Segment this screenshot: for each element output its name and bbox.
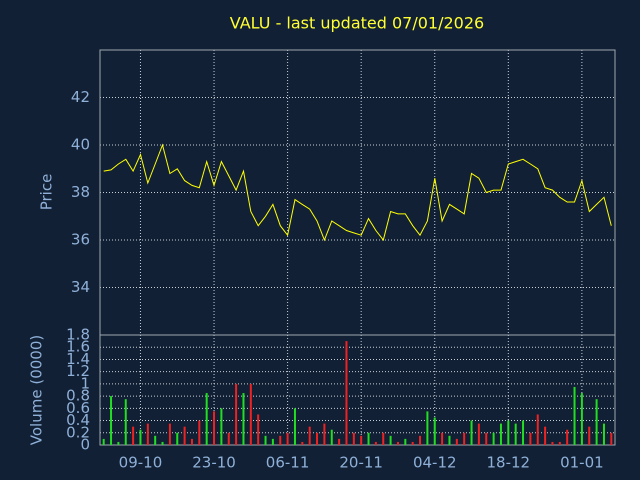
volume-bar — [301, 441, 304, 445]
volume-bar — [580, 393, 583, 445]
volume-bar — [161, 441, 164, 445]
y-tick-label: 40 — [71, 136, 90, 154]
volume-bar — [213, 411, 216, 445]
volume-bar — [117, 441, 120, 445]
volume-bar — [183, 426, 186, 445]
volume-bar — [448, 435, 451, 445]
y-axis-label: Price — [38, 174, 56, 211]
volume-bar — [271, 438, 274, 445]
y-tick-label: 1.6 — [66, 338, 90, 356]
volume-bar — [595, 399, 598, 445]
volume-bar — [499, 423, 502, 445]
volume-bar — [154, 435, 157, 445]
y-tick-label: 38 — [71, 183, 90, 201]
volume-bar — [360, 435, 363, 445]
volume-bar — [205, 393, 208, 445]
volume-bar — [455, 438, 458, 445]
volume-bar — [190, 438, 193, 445]
x-tick-label: 06-11 — [266, 454, 310, 472]
volume-bar — [242, 393, 245, 445]
x-tick-label: 20-11 — [339, 454, 383, 472]
x-tick-label: 04-12 — [413, 454, 457, 472]
volume-bar — [470, 420, 473, 445]
volume-bar — [279, 435, 282, 445]
volume-bar — [316, 432, 319, 445]
volume-bar — [227, 432, 230, 445]
volume-bar — [602, 423, 605, 445]
y-tick-label: 34 — [71, 278, 90, 296]
y-tick-label: 0 — [80, 436, 90, 454]
y-tick-label: 1 — [80, 374, 90, 392]
x-tick-label: 23-10 — [192, 454, 236, 472]
volume-bar — [257, 414, 260, 445]
volume-bar — [139, 429, 142, 445]
volume-bar — [367, 432, 370, 445]
volume-bar — [544, 426, 547, 445]
volume-bar — [536, 414, 539, 445]
volume-bar — [433, 417, 436, 445]
volume-bar — [514, 423, 517, 445]
volume-bar — [249, 383, 252, 445]
volume-bar — [588, 426, 591, 445]
volume-bar — [264, 435, 267, 445]
y-tick-label: 0.6 — [66, 399, 90, 417]
volume-bar — [411, 441, 414, 445]
volume-bar — [220, 408, 223, 445]
volume-bar — [198, 420, 201, 445]
y-tick-label: 1.4 — [66, 350, 90, 368]
volume-bar — [146, 423, 149, 445]
volume-bar — [110, 396, 113, 445]
y-tick-label: 0.2 — [66, 423, 90, 441]
volume-bar — [168, 423, 171, 445]
volume-bar — [330, 429, 333, 445]
volume-bar — [566, 429, 569, 445]
x-tick-label: 09-10 — [119, 454, 163, 472]
volume-bar — [463, 432, 466, 445]
volume-bar — [522, 420, 525, 445]
x-tick-label: 01-01 — [560, 454, 604, 472]
volume-bar — [558, 441, 561, 445]
volume-bar — [404, 438, 407, 445]
volume-bar — [132, 426, 135, 445]
volume-bar — [529, 432, 532, 445]
volume-bar — [551, 441, 554, 445]
volume-bar — [441, 432, 444, 445]
volume-bar — [573, 386, 576, 445]
volume-bar — [102, 438, 105, 445]
plot-frame — [99, 334, 616, 446]
volume-bar — [507, 420, 510, 445]
volume-bar — [477, 423, 480, 445]
volume-bar — [382, 432, 385, 445]
y-tick-label: 36 — [71, 231, 90, 249]
volume-bar — [396, 441, 399, 445]
volume-bar — [345, 341, 348, 445]
y-tick-label: 1.8 — [66, 326, 90, 344]
y-tick-label: 0.4 — [66, 411, 90, 429]
chart-title: VALU - last updated 07/01/2026 — [230, 14, 484, 33]
y-tick-label: 42 — [71, 88, 90, 106]
x-tick-label: 18-12 — [487, 454, 531, 472]
y-axis-label: Volume (0000) — [28, 335, 46, 445]
volume-bar — [352, 432, 355, 445]
volume-bar — [485, 432, 488, 445]
volume-bar — [610, 432, 613, 445]
volume-bar — [492, 432, 495, 445]
y-tick-label: 0.8 — [66, 387, 90, 405]
volume-bar — [323, 423, 326, 445]
volume-bar — [338, 438, 341, 445]
volume-bar — [374, 441, 377, 445]
volume-bar — [389, 435, 392, 445]
volume-bar — [124, 399, 127, 445]
volume-bar — [308, 426, 311, 445]
volume-bar — [286, 432, 289, 445]
volume-bar — [426, 411, 429, 445]
volume-bar — [235, 383, 238, 445]
price-line — [103, 143, 612, 242]
y-tick-label: 1.2 — [66, 362, 90, 380]
volume-bar — [419, 435, 422, 445]
volume-bar — [293, 408, 296, 445]
volume-bar — [176, 432, 179, 445]
